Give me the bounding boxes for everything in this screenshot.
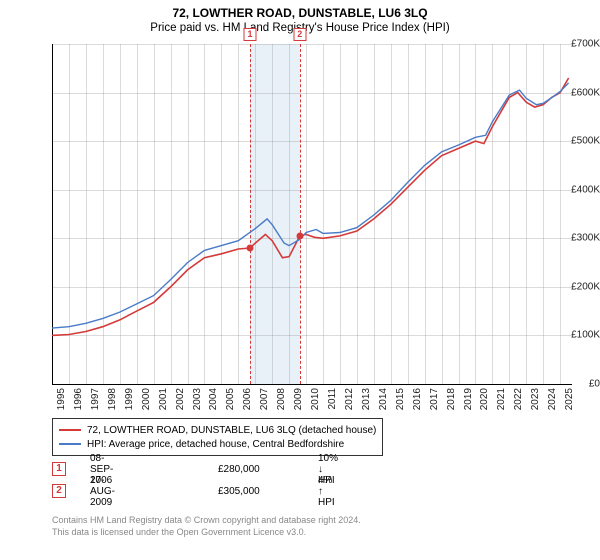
y-tick-label: £300K (554, 233, 600, 244)
legend-row: 72, LOWTHER ROAD, DUNSTABLE, LU6 3LQ (de… (59, 423, 376, 437)
y-tick-label: £700K (554, 39, 600, 50)
y-tick-label: £200K (554, 281, 600, 292)
sale-dot (247, 245, 254, 252)
sale-row: 217-AUG-2009£305,0004% ↑ HPI (52, 484, 78, 498)
x-tick-label: 2008 (276, 388, 287, 410)
x-tick-label: 2021 (496, 388, 507, 410)
sale-date: 17-AUG-2009 (90, 475, 115, 508)
legend-row: HPI: Average price, detached house, Cent… (59, 437, 376, 451)
sale-dot (296, 232, 303, 239)
x-tick-label: 1997 (90, 388, 101, 410)
legend-label: HPI: Average price, detached house, Cent… (87, 439, 344, 450)
x-tick-label: 2011 (327, 388, 338, 410)
x-tick-label: 2013 (361, 388, 372, 410)
y-tick-label: £100K (554, 330, 600, 341)
x-tick-label: 2010 (310, 388, 321, 410)
x-tick-label: 2002 (175, 388, 186, 410)
x-tick-label: 2004 (208, 388, 219, 410)
x-tick-label: 2001 (158, 388, 169, 410)
x-tick-label: 2023 (530, 388, 541, 410)
x-tick-label: 2003 (192, 388, 203, 410)
x-tick-label: 2016 (412, 388, 423, 410)
legend-label: 72, LOWTHER ROAD, DUNSTABLE, LU6 3LQ (de… (87, 425, 376, 436)
x-tick-label: 1999 (124, 388, 135, 410)
chart-title: 72, LOWTHER ROAD, DUNSTABLE, LU6 3LQ (0, 0, 600, 20)
x-tick-label: 2015 (395, 388, 406, 410)
x-tick-label: 1995 (56, 388, 67, 410)
x-tick-label: 2025 (564, 388, 575, 410)
chart-svg (52, 44, 572, 384)
x-tick-label: 2012 (344, 388, 355, 410)
x-tick-label: 2020 (479, 388, 490, 410)
x-tick-label: 2000 (141, 388, 152, 410)
x-tick-label: 2009 (293, 388, 304, 410)
x-tick-label: 2014 (378, 388, 389, 410)
y-tick-label: £600K (554, 87, 600, 98)
footnote-line-1: Contains HM Land Registry data © Crown c… (52, 515, 361, 525)
y-tick-label: £500K (554, 136, 600, 147)
x-tick-label: 2019 (463, 388, 474, 410)
legend-swatch (59, 429, 81, 431)
series-property (52, 78, 569, 335)
sale-row: 108-SEP-2006£280,00010% ↓ HPI (52, 462, 78, 476)
sale-price: £305,000 (218, 486, 260, 497)
legend: 72, LOWTHER ROAD, DUNSTABLE, LU6 3LQ (de… (52, 418, 383, 456)
sale-pct: 4% ↑ HPI (318, 475, 335, 508)
y-tick-label: £400K (554, 184, 600, 195)
series-hpi (52, 83, 569, 328)
sale-row-box: 2 (52, 484, 66, 498)
x-tick-label: 2018 (446, 388, 457, 410)
sale-marker-box: 1 (244, 28, 257, 41)
x-tick-label: 2017 (429, 388, 440, 410)
x-tick-label: 2024 (547, 388, 558, 410)
x-tick-label: 2006 (242, 388, 253, 410)
sale-row-box: 1 (52, 462, 66, 476)
x-tick-label: 2005 (225, 388, 236, 410)
x-tick-label: 2022 (513, 388, 524, 410)
sale-price: £280,000 (218, 464, 260, 475)
x-tick-label: 1998 (107, 388, 118, 410)
sale-marker-box: 2 (293, 28, 306, 41)
footnote-line-2: This data is licensed under the Open Gov… (52, 527, 306, 537)
x-tick-label: 2007 (259, 388, 270, 410)
y-tick-label: £0 (554, 379, 600, 390)
x-tick-label: 1996 (73, 388, 84, 410)
legend-swatch (59, 443, 81, 445)
